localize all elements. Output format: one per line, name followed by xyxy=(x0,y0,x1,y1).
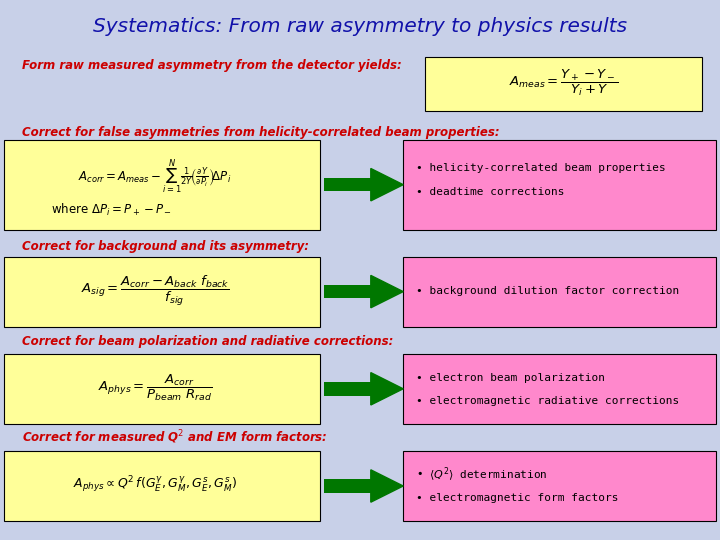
FancyBboxPatch shape xyxy=(403,256,716,327)
Polygon shape xyxy=(371,275,403,308)
FancyBboxPatch shape xyxy=(324,382,371,395)
Text: $A_{phys} = \dfrac{A_{corr}}{P_{beam}\ R_{rad}}$: $A_{phys} = \dfrac{A_{corr}}{P_{beam}\ R… xyxy=(98,373,212,403)
FancyBboxPatch shape xyxy=(425,57,702,111)
Text: $A_{phys} \propto Q^2\, f(G_E^\gamma, G_M^\gamma, G_E^s, G_M^s)$: $A_{phys} \propto Q^2\, f(G_E^\gamma, G_… xyxy=(73,475,237,495)
Text: • background dilution factor correction: • background dilution factor correction xyxy=(416,286,680,295)
Text: • electromagnetic radiative corrections: • electromagnetic radiative corrections xyxy=(416,396,680,406)
Polygon shape xyxy=(371,168,403,201)
FancyBboxPatch shape xyxy=(324,480,371,492)
FancyBboxPatch shape xyxy=(403,354,716,424)
Text: Correct for background and its asymmetry:: Correct for background and its asymmetry… xyxy=(22,240,309,253)
Text: Correct for measured Q$^2$ and EM form factors:: Correct for measured Q$^2$ and EM form f… xyxy=(22,429,328,446)
Text: Correct for false asymmetries from helicity-correlated beam properties:: Correct for false asymmetries from helic… xyxy=(22,126,499,139)
FancyBboxPatch shape xyxy=(324,285,371,298)
Text: • electron beam polarization: • electron beam polarization xyxy=(416,373,605,383)
FancyBboxPatch shape xyxy=(4,354,320,424)
Text: $A_{corr} = A_{meas} - \sum_{i=1}^{N} \frac{1}{2Y}\!\left(\frac{\partial Y}{\par: $A_{corr} = A_{meas} - \sum_{i=1}^{N} \f… xyxy=(78,158,231,195)
Polygon shape xyxy=(371,373,403,405)
Text: $\mathrm{where}\ \Delta P_i = P_+ - P_-$: $\mathrm{where}\ \Delta P_i = P_+ - P_-$ xyxy=(51,201,172,218)
Text: Correct for beam polarization and radiative corrections:: Correct for beam polarization and radiat… xyxy=(22,335,393,348)
Text: • electromagnetic form factors: • electromagnetic form factors xyxy=(416,493,618,503)
Polygon shape xyxy=(371,470,403,502)
Text: Form raw measured asymmetry from the detector yields:: Form raw measured asymmetry from the det… xyxy=(22,59,401,72)
Text: Systematics: From raw asymmetry to physics results: Systematics: From raw asymmetry to physi… xyxy=(93,17,627,36)
FancyBboxPatch shape xyxy=(324,178,371,191)
Text: • helicity-correlated beam properties: • helicity-correlated beam properties xyxy=(416,164,666,173)
FancyBboxPatch shape xyxy=(4,256,320,327)
Text: $A_{sig} = \dfrac{A_{corr} - A_{back}\ f_{back}}{f_{sig}}$: $A_{sig} = \dfrac{A_{corr} - A_{back}\ f… xyxy=(81,273,229,308)
Text: • deadtime corrections: • deadtime corrections xyxy=(416,187,564,197)
Text: $A_{meas} = \dfrac{Y_+ - Y_-}{Y_i + Y}$: $A_{meas} = \dfrac{Y_+ - Y_-}{Y_i + Y}$ xyxy=(509,68,618,98)
FancyBboxPatch shape xyxy=(4,451,320,521)
FancyBboxPatch shape xyxy=(403,451,716,521)
FancyBboxPatch shape xyxy=(403,140,716,230)
FancyBboxPatch shape xyxy=(4,140,320,230)
Text: • $\langle Q^2 \rangle$ determination: • $\langle Q^2 \rangle$ determination xyxy=(416,466,548,484)
